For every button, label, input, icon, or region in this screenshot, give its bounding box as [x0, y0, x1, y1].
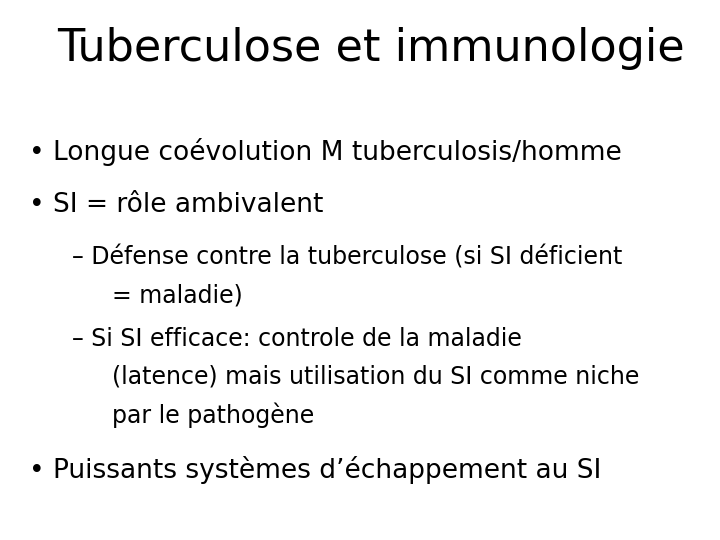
- Text: – Si SI efficace: controle de la maladie: – Si SI efficace: controle de la maladie: [72, 327, 522, 350]
- Text: par le pathogène: par le pathogène: [112, 402, 314, 428]
- Text: • SI = rôle ambivalent: • SI = rôle ambivalent: [29, 192, 323, 218]
- Text: = maladie): = maladie): [112, 284, 243, 307]
- Text: – Défense contre la tuberculose (si SI déficient: – Défense contre la tuberculose (si SI d…: [72, 246, 622, 269]
- Text: • Puissants systèmes d’échappement au SI: • Puissants systèmes d’échappement au SI: [29, 456, 601, 484]
- Text: • Longue coévolution M tuberculosis/homme: • Longue coévolution M tuberculosis/homm…: [29, 138, 621, 166]
- Text: Tuberculose et immunologie: Tuberculose et immunologie: [58, 27, 685, 70]
- Text: (latence) mais utilisation du SI comme niche: (latence) mais utilisation du SI comme n…: [112, 364, 639, 388]
